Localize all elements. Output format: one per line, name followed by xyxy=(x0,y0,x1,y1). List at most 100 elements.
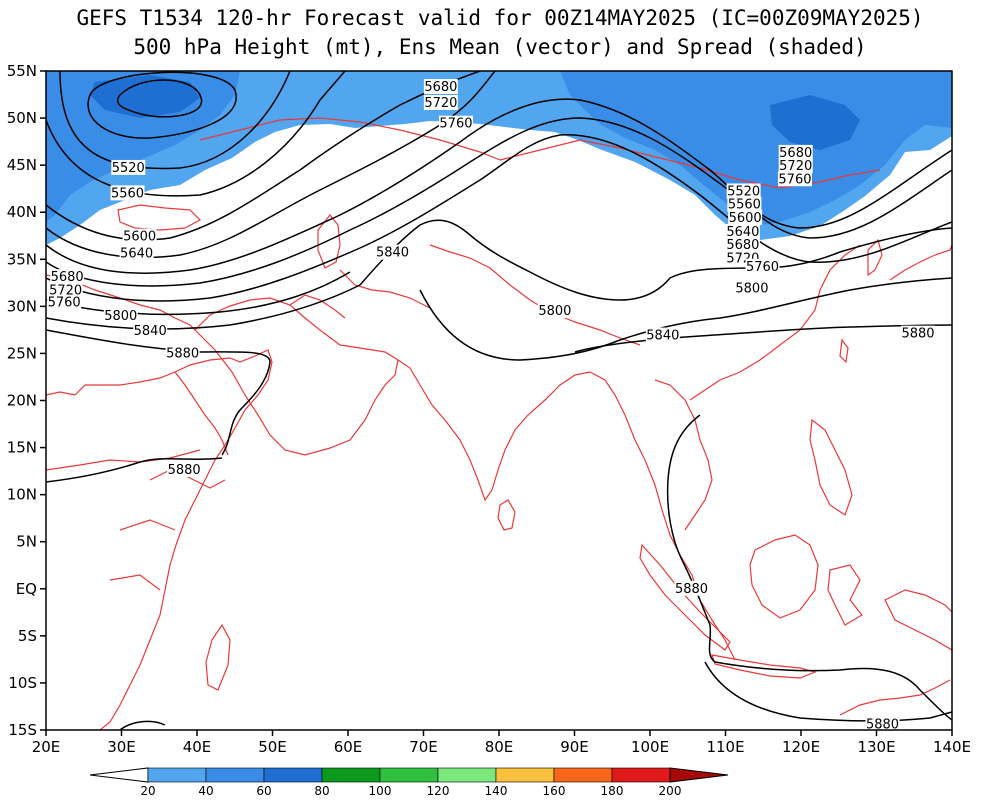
lat-tick-label: 15N xyxy=(7,439,37,457)
contour-label: 5840 xyxy=(133,322,168,339)
colorbar-segment xyxy=(611,767,671,783)
colorbar-segment xyxy=(205,767,265,783)
contour-label: 5880 xyxy=(674,580,709,597)
colorbar-segment xyxy=(553,767,613,783)
lat-tick-label: 25N xyxy=(7,344,37,362)
contour-label-text: 5560 xyxy=(111,186,144,201)
contour-label-text: 5560 xyxy=(728,198,761,213)
lat-tick-label: 35N xyxy=(7,250,37,268)
contour-5800-east xyxy=(419,277,952,361)
contour-label: 5760 xyxy=(777,171,812,187)
border-china-mongolia xyxy=(499,139,881,189)
contour-label-text: 5680 xyxy=(779,146,812,161)
contour-label-box xyxy=(901,325,936,341)
contour-label-text: 5760 xyxy=(48,296,81,311)
contour-label-text: 5880 xyxy=(166,346,199,361)
contour-5880-west xyxy=(46,329,271,456)
contour-label-text: 5640 xyxy=(726,225,759,240)
contour-5880-south xyxy=(704,661,952,722)
contour-label: 5880 xyxy=(167,462,202,478)
contour-label: 5840 xyxy=(375,244,410,261)
coast-borneo xyxy=(749,534,819,619)
colorbar-label: 200 xyxy=(659,784,682,798)
colorbar-segment xyxy=(379,767,439,783)
contour-5800-west xyxy=(46,271,351,316)
spread-core-east xyxy=(770,95,860,150)
contour-label-box xyxy=(47,294,82,310)
coast-red-sea-west xyxy=(174,371,229,456)
colorbar-label: 140 xyxy=(485,784,508,798)
coast-indochina xyxy=(654,379,713,531)
contour-label-box xyxy=(725,237,760,253)
contour-label-box xyxy=(725,223,760,239)
contour-label: 5600 xyxy=(122,228,157,245)
lon-tick-label: 110E xyxy=(706,738,744,756)
contour-label-layer: 5680568056805720572057205760576057605520… xyxy=(47,79,936,732)
contour-label-box xyxy=(734,280,769,296)
contour-label: 5560 xyxy=(110,185,145,201)
contour-label: 5880 xyxy=(165,345,200,361)
lon-tick-label: 60E xyxy=(334,738,363,756)
lat-tick-label: 30N xyxy=(7,297,37,315)
border-east-africa xyxy=(109,469,226,591)
colorbar-label: 180 xyxy=(601,784,624,798)
contour-label: 5680 xyxy=(725,237,760,253)
contour-label-box xyxy=(103,307,138,323)
border-russia-kazakh xyxy=(199,117,501,161)
contour-label-box xyxy=(122,228,157,244)
contour-label-text: 5840 xyxy=(646,329,679,344)
lon-tick-label: 30E xyxy=(107,738,136,756)
colorbar-segment xyxy=(321,767,381,783)
contour-label-box xyxy=(727,196,762,212)
lat-tick-label: 15S xyxy=(8,721,37,739)
contour-5720 xyxy=(46,117,952,287)
contour-label-text: 5680 xyxy=(424,80,457,95)
contour-label-text: 5880 xyxy=(675,582,708,597)
contour-label-box xyxy=(645,327,680,343)
lon-tick-label: 140E xyxy=(933,738,971,756)
closed-low-west-outer xyxy=(87,71,237,139)
contour-label-text: 5520 xyxy=(112,161,145,176)
lat-tick-label: 50N xyxy=(7,109,37,127)
height-contours xyxy=(46,71,952,730)
contour-label: 5840 xyxy=(645,327,680,344)
contour-label-box xyxy=(165,345,200,361)
coast-japan xyxy=(889,244,952,281)
colorbar-label: 60 xyxy=(256,784,271,798)
contour-label: 5600 xyxy=(728,209,763,226)
colorbar-segment xyxy=(263,767,323,783)
closed-low-west xyxy=(116,79,203,118)
lon-tick-label: 20E xyxy=(32,738,61,756)
contour-label-text: 5760 xyxy=(778,172,811,187)
contour-label-text: 5840 xyxy=(376,246,409,261)
lat-tick-label: 20N xyxy=(7,392,37,410)
contour-label-box xyxy=(745,258,780,274)
lon-tick-label: 40E xyxy=(183,738,212,756)
coast-philippines xyxy=(809,418,853,516)
colorbar-segment xyxy=(147,767,207,783)
contour-label-text: 5880 xyxy=(168,463,201,478)
contour-label-text: 5600 xyxy=(123,230,156,245)
colorbar-max-arrow xyxy=(669,767,729,783)
contour-label-text: 5760 xyxy=(746,260,779,275)
contour-label-box xyxy=(778,158,813,174)
contour-label: 5760 xyxy=(47,294,82,311)
coast-madagascar xyxy=(205,623,231,691)
contour-label-box xyxy=(728,209,763,225)
lat-tick-label: 10N xyxy=(7,486,37,504)
contour-label-box xyxy=(50,269,85,285)
contour-label-box xyxy=(119,245,154,261)
spread-region-west-mid xyxy=(46,71,240,222)
lat-tick-label: 10S xyxy=(8,674,37,692)
border-sahel xyxy=(46,449,201,471)
colorbar-min-arrow xyxy=(89,767,149,783)
spread-colorbar: 20 40 60 80 100 120 140 160 180 200 xyxy=(89,767,729,798)
contour-label: 5800 xyxy=(537,303,572,319)
contour-label: 5560 xyxy=(727,196,762,213)
border-himalaya xyxy=(429,244,641,346)
lon-tick-label: 50E xyxy=(258,738,287,756)
contour-5520-west xyxy=(59,71,291,170)
lat-tick-label: 45N xyxy=(7,156,37,174)
contour-label-box xyxy=(167,462,202,478)
